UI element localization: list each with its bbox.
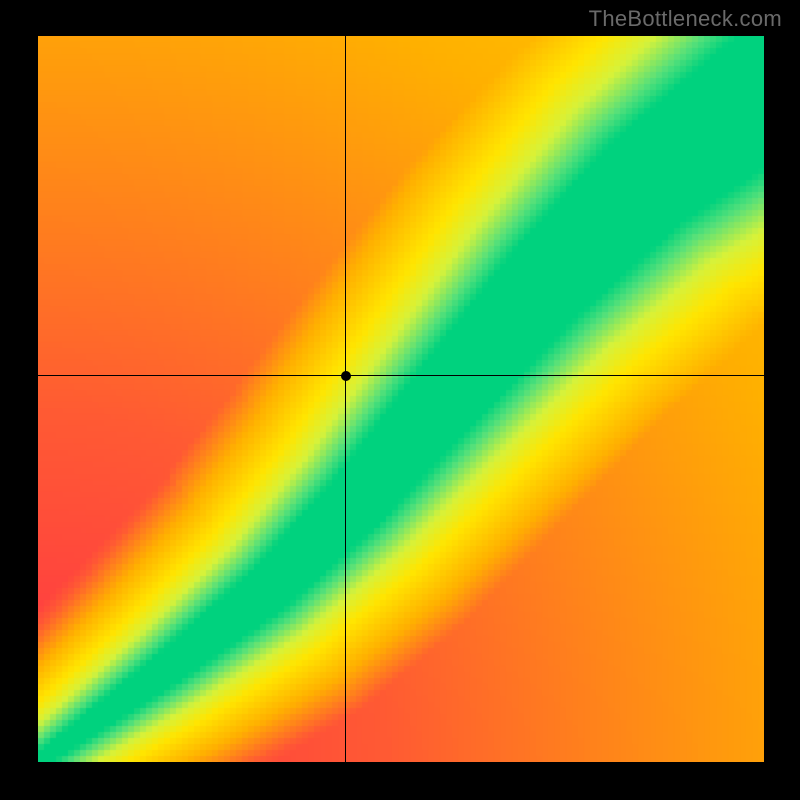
crosshair-marker-dot	[341, 371, 351, 381]
chart-container: TheBottleneck.com	[0, 0, 800, 800]
heatmap-canvas	[38, 36, 764, 762]
watermark-label: TheBottleneck.com	[589, 6, 782, 32]
crosshair-vertical	[345, 36, 346, 762]
heatmap-plot	[38, 36, 764, 762]
crosshair-horizontal	[38, 375, 764, 376]
